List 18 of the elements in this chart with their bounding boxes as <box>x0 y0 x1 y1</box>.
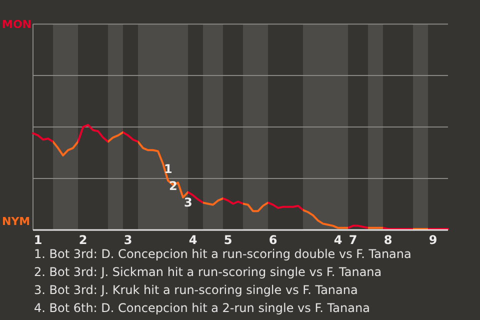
x-tick-label: 3 <box>124 233 132 247</box>
text: MON <box>2 18 32 31</box>
x-tick-label: 2 <box>78 233 88 247</box>
annotation: 3 <box>184 196 192 210</box>
x-tick-label: 4 <box>188 233 198 247</box>
x-tick-label: 1 <box>34 233 42 247</box>
text: NYM <box>2 214 30 228</box>
x-tick-label: 6 <box>268 233 278 247</box>
text: 4. Bot 6th: D. Concepcion hit a 2-run single vs F. Tanana <box>34 301 370 315</box>
x-tick-label: 4 <box>334 233 342 247</box>
x-tick-label: 7 <box>348 233 358 247</box>
x-tick-label: 5 <box>224 233 232 247</box>
x-tick-label: 9 <box>428 233 438 247</box>
x-tick-label: 8 <box>384 233 392 247</box>
text: 2. Bot 3rd: J. Sickman hit a run-scoring single vs F. Tanana <box>34 265 382 279</box>
text: 1. Bot 3rd: D. Concepcion hit a run-scoring double vs F. Tanana <box>34 247 412 261</box>
annotation: 1 <box>164 162 172 176</box>
text: 3. Bot 3rd: J. Kruk hit a run-scoring single vs F. Tanana <box>34 283 358 297</box>
